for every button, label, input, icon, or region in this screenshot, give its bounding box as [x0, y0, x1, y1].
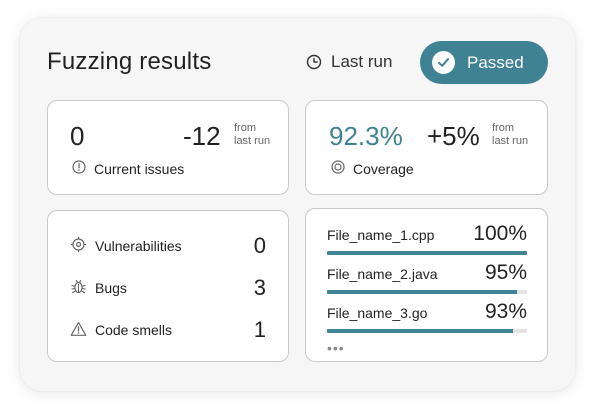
- last-run-button[interactable]: Last run: [306, 52, 392, 72]
- coverage-bar-fill: [327, 251, 527, 255]
- bug-icon: [70, 278, 87, 298]
- file-coverage-percent: 100%: [473, 222, 527, 245]
- current-issues-card: 0 -12 from last run Current issues: [47, 100, 289, 195]
- vulnerability-icon: [70, 236, 87, 256]
- coverage-card: 92.3% +5% from last run Coverage: [305, 100, 548, 195]
- file-coverage-percent: 95%: [484, 261, 527, 284]
- check-icon: [432, 51, 455, 74]
- page-title: Fuzzing results: [47, 48, 212, 75]
- file-name: File_name_2.java: [327, 266, 438, 282]
- status-label: Passed: [467, 52, 524, 72]
- code-smells-label: Code smells: [95, 322, 173, 338]
- current-issues-value: 0: [70, 121, 85, 151]
- issues-delta-note: from last run: [234, 122, 271, 147]
- issues-delta-value: -12: [183, 121, 221, 151]
- coverage-value: 92.3%: [329, 121, 403, 151]
- vulnerabilities-count: 0: [253, 233, 266, 258]
- coverage-bar-track: [327, 290, 527, 294]
- coverage-bar-track: [327, 329, 527, 333]
- current-issues-label: Current issues: [72, 160, 184, 177]
- coverage-label: Coverage: [331, 160, 414, 177]
- last-run-label: Last run: [331, 52, 393, 71]
- file-row[interactable]: File_name_2.java 95%: [327, 261, 527, 294]
- file-row[interactable]: File_name_1.cpp 100%: [327, 222, 527, 255]
- coverage-bar-fill: [327, 290, 517, 294]
- warning-icon: [70, 321, 87, 340]
- code-smells-count: 1: [253, 317, 266, 342]
- file-coverage-card: File_name_1.cpp 100% File_name_2.java 95…: [305, 208, 548, 362]
- bugs-label: Bugs: [95, 280, 127, 296]
- info-circle-icon: [72, 160, 86, 177]
- file-name: File_name_1.cpp: [327, 227, 435, 243]
- coverage-ring-icon: [331, 160, 345, 177]
- file-coverage-percent: 93%: [484, 300, 527, 323]
- file-name: File_name_3.go: [327, 305, 428, 321]
- coverage-bar-track: [327, 251, 527, 255]
- more-files-button[interactable]: •••: [327, 340, 345, 356]
- count-row-bugs: Bugs 3: [70, 275, 266, 301]
- clock-icon: [306, 54, 322, 70]
- vulnerabilities-label: Vulnerabilities: [95, 238, 182, 254]
- coverage-delta-note: from last run: [492, 122, 529, 147]
- issue-breakdown-card: Vulnerabilities 0 Bugs: [47, 210, 289, 362]
- coverage-bar-fill: [327, 329, 513, 333]
- count-row-code-smells: Code smells 1: [70, 317, 266, 343]
- file-row[interactable]: File_name_3.go 93%: [327, 300, 527, 333]
- passed-status-button[interactable]: Passed: [420, 41, 548, 84]
- bugs-count: 3: [253, 275, 266, 300]
- coverage-delta-value: +5%: [427, 121, 480, 151]
- count-row-vulnerabilities: Vulnerabilities 0: [70, 233, 266, 259]
